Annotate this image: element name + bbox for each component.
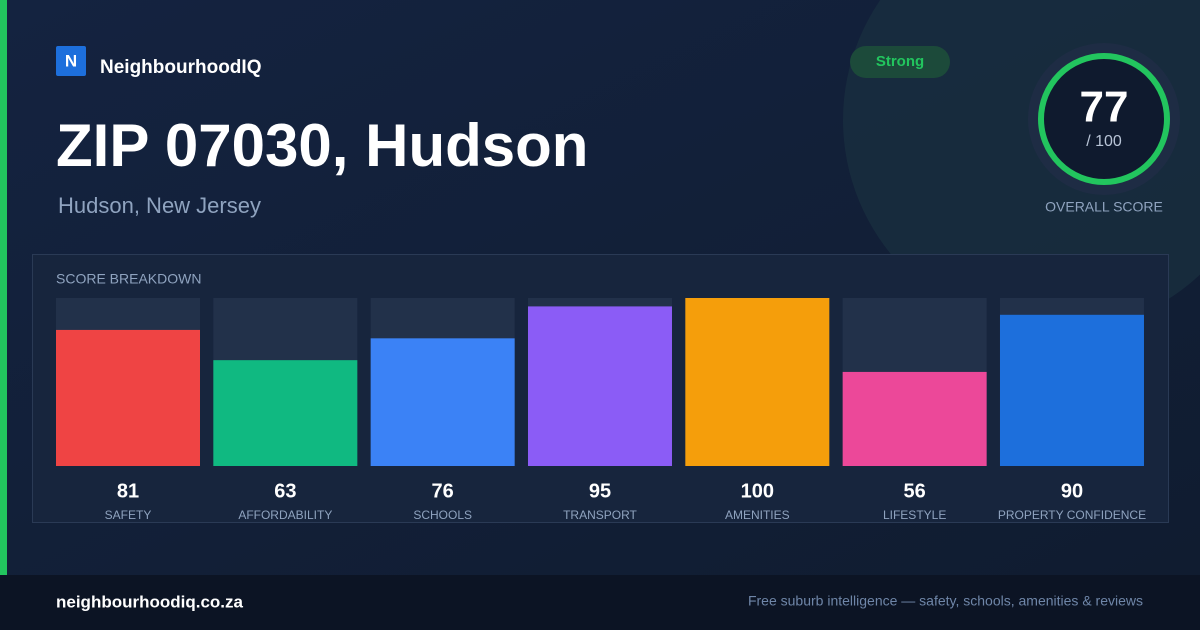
bar (213, 360, 358, 466)
bar-value: 90 (1061, 480, 1083, 502)
bar-value: 76 (432, 480, 454, 502)
bar (370, 338, 515, 466)
breakdown-title: SCORE BREAKDOWN (56, 271, 201, 287)
bar-value: 100 (741, 480, 774, 502)
bar-value: 63 (274, 480, 296, 502)
score-label: OVERALL SCORE (1045, 199, 1163, 215)
page-title: ZIP 07030, Hudson (56, 112, 588, 179)
bar (999, 314, 1144, 466)
accent-strip (0, 0, 7, 575)
logo (56, 46, 86, 76)
subtitle: Hudson, New Jersey (58, 193, 261, 218)
logo-letter: N (65, 51, 77, 70)
footer-bar (0, 575, 1200, 630)
bar-label: AMENITIES (725, 508, 790, 522)
bar-label: SCHOOLS (413, 508, 472, 522)
badge-text: Strong (876, 53, 924, 70)
bar-label: SAFETY (105, 508, 152, 522)
footer-tagline: Free suburb intelligence — safety, schoo… (748, 593, 1143, 609)
bar (685, 298, 830, 466)
bar-label: PROPERTY CONFIDENCE (998, 508, 1146, 522)
bar-label: TRANSPORT (563, 508, 637, 522)
bar-value: 56 (904, 480, 926, 502)
bar (56, 329, 200, 466)
bar-value: 95 (589, 480, 611, 502)
bar-label: LIFESTYLE (883, 508, 946, 522)
score-value: 77 (1080, 83, 1129, 132)
bar-value: 81 (117, 480, 139, 502)
score-max: / 100 (1086, 133, 1122, 150)
brand-name: NeighbourhoodIQ (100, 57, 261, 78)
bar (842, 371, 987, 466)
bar-label: AFFORDABILITY (238, 508, 332, 522)
bar (527, 306, 672, 466)
score-ring (1038, 53, 1170, 185)
badge (850, 46, 950, 78)
footer-url: neighbourhoodiq.co.za (56, 592, 244, 611)
